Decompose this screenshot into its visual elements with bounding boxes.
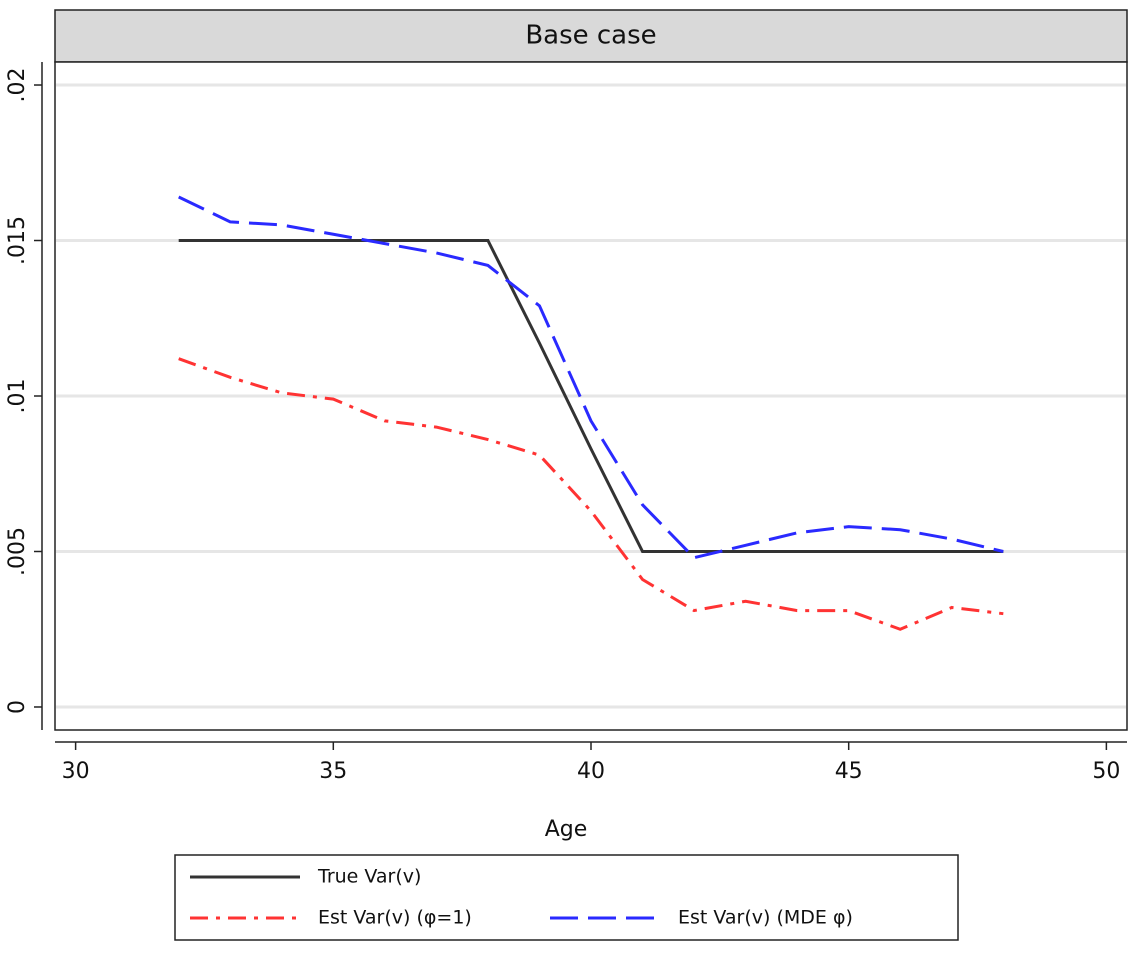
y-tick-label: .01 — [5, 379, 30, 414]
legend-label: True Var(v) — [317, 866, 421, 888]
x-axis-title: Age — [545, 817, 588, 842]
y-tick-label: 0 — [5, 700, 30, 714]
x-tick-label: 40 — [577, 759, 605, 784]
series-line — [178, 239, 1004, 553]
y-tick-label: .015 — [5, 216, 30, 265]
legend-label: Est Var(v) (MDE φ) — [678, 907, 853, 929]
chart-title: Base case — [525, 21, 656, 51]
y-tick-label: .005 — [5, 527, 30, 576]
series-line — [178, 357, 1004, 631]
title-strip — [54, 9, 1128, 63]
y-tick-label: .02 — [5, 68, 30, 103]
x-tick-label: 50 — [1092, 759, 1120, 784]
legend-label: Est Var(v) (φ=1) — [318, 907, 472, 929]
series-line — [178, 195, 1004, 560]
x-tick-label: 45 — [835, 759, 863, 784]
x-tick-label: 30 — [62, 759, 90, 784]
legend-box — [174, 854, 959, 941]
x-tick-label: 35 — [319, 759, 347, 784]
